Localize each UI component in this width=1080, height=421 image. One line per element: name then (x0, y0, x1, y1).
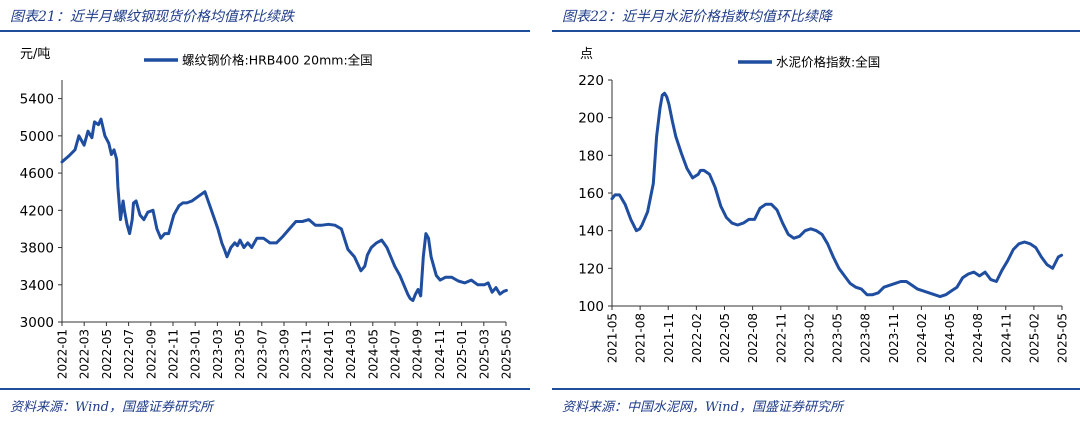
x-tick-label: 2023-01 (189, 329, 203, 379)
right-panel: 图表22：近半月水泥价格指数均值环比续降 点水泥价格指数:全国 100 120 140… (552, 0, 1080, 421)
series-line (610, 91, 1064, 299)
x-tick-label: 2023-09 (278, 329, 292, 379)
x-tick-label: 2022-11 (167, 329, 181, 379)
x-tick-label: 2022-03 (78, 329, 92, 379)
y-tick-label: 3400 (20, 278, 54, 294)
right-source-note: 资料来源：中国水泥网，Wind，国盛证券研究所 (562, 400, 843, 415)
x-tick-label: 2023-08 (859, 313, 873, 363)
x-tick-label: 2025-02 (1027, 313, 1041, 363)
x-tick-label: 2025-01 (455, 329, 469, 379)
x-tick-label: 2023-02 (802, 313, 816, 363)
y-tick-label: 220 (578, 73, 604, 89)
x-tick-label: 2024-11 (433, 329, 447, 379)
x-tick-label: 2022-11 (774, 313, 788, 363)
y-tick-label: 160 (578, 186, 604, 202)
x-tick-label: 2022-02 (690, 313, 704, 363)
x-tick-label: 2021-11 (662, 313, 676, 363)
x-tick-label: 2024-01 (322, 329, 336, 379)
y-tick-label: 100 (578, 299, 604, 315)
y-tick-label: 5000 (20, 129, 54, 145)
x-tick-label: 2023-05 (831, 313, 845, 363)
unit-label: 元/吨 (20, 47, 50, 62)
x-tick-label: 2024-07 (389, 329, 403, 379)
x-tick-label: 2025-05 (1056, 313, 1070, 363)
x-tick-label: 2021-08 (634, 313, 648, 363)
left-panel: 图表21：近半月螺纹钢现货价格均值环比续跌 元/吨 螺纹钢价格:HRB400 20… (0, 0, 530, 421)
right-bottom-rule (552, 388, 1080, 390)
y-tick-label: 140 (578, 224, 604, 240)
legend-label: 螺纹钢价格:HRB400 20mm:全国 (182, 53, 373, 68)
x-tick-label: 2023-11 (300, 329, 314, 379)
legend: 螺纹钢价格:HRB400 20mm:全国 (144, 53, 373, 68)
x-tick-label: 2024-05 (943, 313, 957, 363)
x-tick-label: 2024-02 (915, 313, 929, 363)
y-tick-label: 120 (578, 261, 604, 277)
x-tick-label: 2025-03 (477, 329, 491, 379)
x-tick-label: 2022-01 (56, 329, 70, 379)
left-top-rule (0, 30, 530, 32)
legend-label: 水泥价格指数:全国 (776, 55, 880, 70)
x-tick-label: 2022-08 (746, 313, 760, 363)
y-tick-label: 180 (578, 148, 604, 164)
x-tick-label: 2021-05 (606, 313, 620, 363)
unit-label: 点 (580, 47, 593, 62)
series-line (60, 117, 508, 303)
right-figure-title: 图表22：近半月水泥价格指数均值环比续降 (562, 9, 832, 25)
y-tick-label: 3000 (20, 315, 54, 331)
y-tick-label: 4200 (20, 203, 54, 219)
x-tick-label: 2024-09 (411, 329, 425, 379)
x-tick-label: 2022-05 (100, 329, 114, 379)
x-tick-label: 2023-07 (255, 329, 269, 379)
rebar-price-chart: 元/吨 螺纹钢价格:HRB400 20mm:全国 3000 3400 3800 4200 4… (20, 47, 514, 379)
right-top-rule (552, 30, 1080, 32)
x-tick-label: 2023-03 (211, 329, 225, 379)
x-tick-label: 2023-11 (887, 313, 901, 363)
x-tick-label: 2022-05 (718, 313, 732, 363)
left-bottom-rule (0, 388, 530, 390)
cement-index-chart: 点水泥价格指数:全国 100 120 140 160 180 200 220 2021-05 20… (578, 47, 1070, 363)
y-tick-label: 3800 (20, 241, 54, 257)
x-tick-label: 2025-05 (500, 329, 514, 379)
x-tick-label: 2023-05 (233, 329, 247, 379)
x-tick-label: 2022-09 (144, 329, 158, 379)
y-tick-label: 200 (578, 111, 604, 127)
x-tick-label: 2022-07 (122, 329, 136, 379)
y-tick-label: 5400 (20, 92, 54, 108)
left-figure-title: 图表21：近半月螺纹钢现货价格均值环比续跌 (10, 9, 294, 25)
x-tick-label: 2024-11 (999, 313, 1013, 363)
x-tick-label: 2024-03 (344, 329, 358, 379)
y-tick-label: 4600 (20, 166, 54, 182)
left-source-note: 资料来源：Wind，国盛证券研究所 (10, 400, 213, 415)
legend: 水泥价格指数:全国 (738, 55, 880, 70)
x-tick-label: 2024-08 (971, 313, 985, 363)
x-tick-label: 2024-05 (366, 329, 380, 379)
